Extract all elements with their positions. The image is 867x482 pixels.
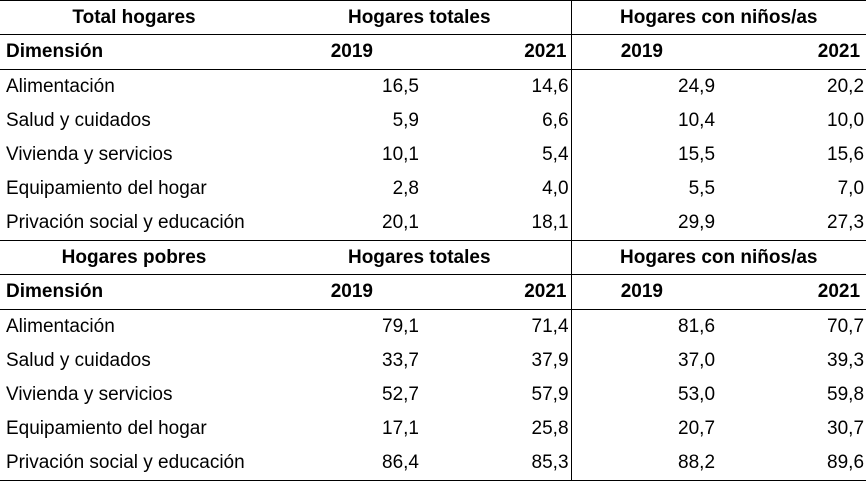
table-row: Salud y cuidados 33,7 37,9 37,0 39,3 <box>0 344 866 378</box>
cell-value: 5,4 <box>542 144 569 165</box>
cell-value: 7,0 <box>837 178 865 199</box>
cell-value: 39,3 <box>827 350 865 371</box>
section-header-row: Hogares pobres Hogares totales Hogares c… <box>0 240 867 275</box>
cell-value: 30,7 <box>827 418 865 439</box>
year-header: 2019 <box>570 34 718 70</box>
cell-value: 20,7 <box>570 412 718 446</box>
cell-value: 4,0 <box>542 178 569 199</box>
group-header-hogares-totales: Hogares totales <box>347 246 491 268</box>
cell-value: 88,2 <box>570 446 718 481</box>
cell-value: 5,9 <box>392 110 419 131</box>
cell-value: 52,7 <box>382 384 419 405</box>
cell-value: 89,6 <box>827 452 865 473</box>
table-row: Vivienda y servicios 10,1 5,4 15,5 15,6 <box>0 138 866 172</box>
table-row: Alimentación 16,5 14,6 24,9 20,2 <box>0 69 866 104</box>
cell-value: 20,2 <box>827 76 865 97</box>
year-header: 2019 <box>570 274 718 310</box>
year-header: 2021 <box>817 281 861 302</box>
row-label: Privación social y educación <box>6 212 245 233</box>
cell-value: 70,7 <box>827 316 865 337</box>
cell-value: 10,4 <box>570 104 718 138</box>
cell-value: 27,3 <box>827 212 865 233</box>
cell-value: 14,6 <box>531 76 569 97</box>
cell-value: 53,0 <box>570 378 718 412</box>
group-header-hogares-con-ninos: Hogares con niños/as <box>570 0 867 35</box>
cell-value: 2,8 <box>392 178 419 199</box>
cell-value: 15,6 <box>827 144 865 165</box>
cell-value: 17,1 <box>382 418 419 439</box>
table-row: Equipamiento del hogar 2,8 4,0 5,5 7,0 <box>0 172 866 206</box>
table-row: Alimentación 79,1 71,4 81,6 70,7 <box>0 309 866 344</box>
cell-value: 24,9 <box>570 69 718 104</box>
cell-value: 25,8 <box>531 418 569 439</box>
cell-value: 15,5 <box>570 138 718 172</box>
row-label: Equipamiento del hogar <box>6 418 207 439</box>
cell-value: 6,6 <box>542 110 569 131</box>
cell-value: 79,1 <box>382 316 419 337</box>
cell-value: 86,4 <box>382 452 419 473</box>
group-header-hogares-con-ninos: Hogares con niños/as <box>570 240 867 275</box>
row-label: Vivienda y servicios <box>6 384 173 405</box>
row-label: Alimentación <box>6 76 115 97</box>
row-label: Alimentación <box>6 316 115 337</box>
cell-value: 10,1 <box>382 144 419 165</box>
cell-value: 20,1 <box>382 212 419 233</box>
cell-value: 71,4 <box>531 316 569 337</box>
cell-value: 33,7 <box>382 350 419 371</box>
year-header: 2021 <box>524 41 567 62</box>
dimension-header: Dimensión <box>6 281 104 302</box>
table-row: Privación social y educación 86,4 85,3 8… <box>0 446 867 481</box>
year-header: 2019 <box>330 281 373 302</box>
table-row: Vivienda y servicios 52,7 57,9 53,0 59,8 <box>0 378 866 412</box>
section-label: Total hogares <box>72 6 196 28</box>
year-header-row: Dimensión 2019 2021 2019 2021 <box>0 274 867 310</box>
cell-value: 81,6 <box>570 309 718 344</box>
section-label: Hogares pobres <box>61 246 207 268</box>
cell-value: 5,5 <box>570 172 718 206</box>
row-label: Salud y cuidados <box>6 110 151 131</box>
cell-value: 18,1 <box>531 212 569 233</box>
table-row: Equipamiento del hogar 17,1 25,8 20,7 30… <box>0 412 866 446</box>
table-row: Privación social y educación 20,1 18,1 2… <box>0 206 867 241</box>
year-header-row: Dimensión 2019 2021 2019 2021 <box>0 34 867 70</box>
cell-value: 37,0 <box>570 344 718 378</box>
table-row: Salud y cuidados 5,9 6,6 10,4 10,0 <box>0 104 866 138</box>
cell-value: 16,5 <box>382 76 419 97</box>
dimension-header: Dimensión <box>6 41 104 62</box>
year-header: 2021 <box>524 281 567 302</box>
year-header: 2021 <box>817 41 861 62</box>
row-label: Salud y cuidados <box>6 350 151 371</box>
group-header-hogares-totales: Hogares totales <box>347 6 491 28</box>
section-header-row: Total hogares Hogares totales Hogares co… <box>0 0 867 35</box>
row-label: Vivienda y servicios <box>6 144 173 165</box>
row-label: Equipamiento del hogar <box>6 178 207 199</box>
row-label: Privación social y educación <box>6 452 245 473</box>
cell-value: 29,9 <box>570 206 718 241</box>
cell-value: 57,9 <box>531 384 569 405</box>
cell-value: 59,8 <box>827 384 865 405</box>
cell-value: 37,9 <box>531 350 569 371</box>
year-header: 2019 <box>330 41 373 62</box>
cell-value: 85,3 <box>531 452 569 473</box>
cell-value: 10,0 <box>827 110 865 131</box>
